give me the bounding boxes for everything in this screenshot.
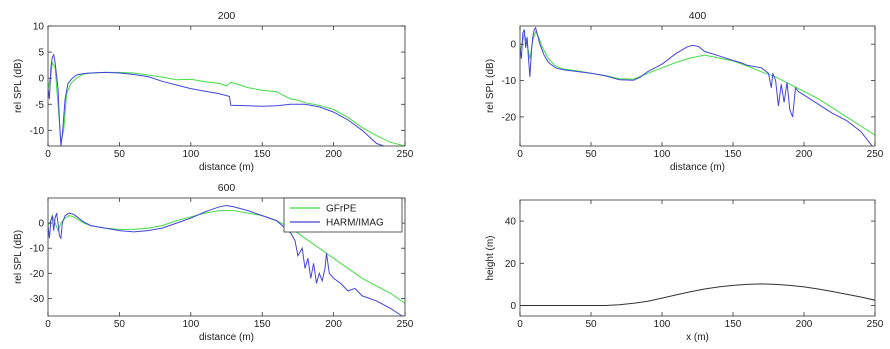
legend-label: HARM/IMAG [326,218,384,229]
x-tick-label: 0 [517,149,523,160]
y-tick-label: -20 [30,269,45,280]
y-tick-label: -30 [30,294,45,305]
y-tick-label: 0 [38,219,44,230]
x-tick-label: 250 [867,149,884,160]
y-tick-label: -20 [502,112,517,123]
x-tick-label: 150 [254,319,271,330]
x-tick-label: 200 [325,319,342,330]
y-tick-label: -10 [30,244,45,255]
series-line-gfrpe [520,30,875,136]
x-tick-label: 150 [725,319,742,330]
y-tick-label: 20 [505,259,517,270]
series-line-harm [48,53,384,146]
y-tick-label: 5 [38,48,44,59]
x-axis-label: x (m) [686,332,709,343]
subplot-3: 0 50 100 150 200 250 0 -10 -20 -30 600 distance (m)… [13,182,414,343]
series-line-harm [48,204,403,316]
x-tick-label: 100 [654,149,671,160]
axes-box [47,25,406,147]
y-tick-label: 40 [505,217,517,228]
y-tick-label: 0 [510,301,516,312]
x-tick-label: 100 [182,149,199,160]
x-tick-label: 50 [585,319,597,330]
x-tick-label: 200 [325,149,342,160]
y-tick-label: 10 [33,22,45,33]
legend: GFrPE HARM/IMAG [283,197,403,233]
legend-box [283,197,403,233]
y-axis-label: height (m) [485,235,496,280]
legend-label: GFrPE [326,204,357,215]
x-tick-label: 150 [725,149,742,160]
axes-box [47,197,406,317]
x-tick-label: 200 [796,319,813,330]
x-axis-label: distance (m) [199,332,254,343]
axes-box [519,199,876,317]
y-axis-label: rel SPL (dB) [13,230,24,284]
x-axis-label: distance (m) [670,162,725,173]
x-tick-label: 50 [114,149,126,160]
plot-area [520,26,875,146]
subplot-title: 400 [689,10,707,22]
x-tick-label: 150 [254,149,271,160]
subplot-2: 0 50 100 150 200 250 0 -10 -20 400 distance (m) rel… [485,10,884,173]
x-tick-label: 250 [397,319,414,330]
y-tick-label: -5 [35,100,44,111]
axes-box [519,25,876,147]
series-line-terrain [520,283,875,306]
x-tick-label: 50 [585,149,597,160]
x-tick-label: 0 [45,319,51,330]
x-tick-label: 200 [796,149,813,160]
x-axis-label: distance (m) [199,162,254,173]
y-tick-label: 0 [510,40,516,51]
y-tick-label: -10 [30,126,45,137]
subplot-title: 600 [218,182,236,194]
x-tick-label: 100 [182,319,199,330]
plot-area [520,200,875,316]
y-axis-label: rel SPL (dB) [485,59,496,113]
x-tick-label: 100 [654,319,671,330]
x-tick-label: 50 [114,319,126,330]
series-line-gfrpe [48,210,405,304]
x-tick-label: 250 [867,319,884,330]
y-axis-label: rel SPL (dB) [13,59,24,113]
series-line-gfrpe [48,60,405,146]
y-tick-label: 0 [38,74,44,85]
y-tick-label: -10 [502,76,517,87]
x-tick-label: 250 [397,149,414,160]
x-tick-label: 0 [45,149,51,160]
x-tick-label: 0 [517,319,523,330]
subplot-title: 200 [218,10,236,22]
series-line-harm [520,26,873,146]
